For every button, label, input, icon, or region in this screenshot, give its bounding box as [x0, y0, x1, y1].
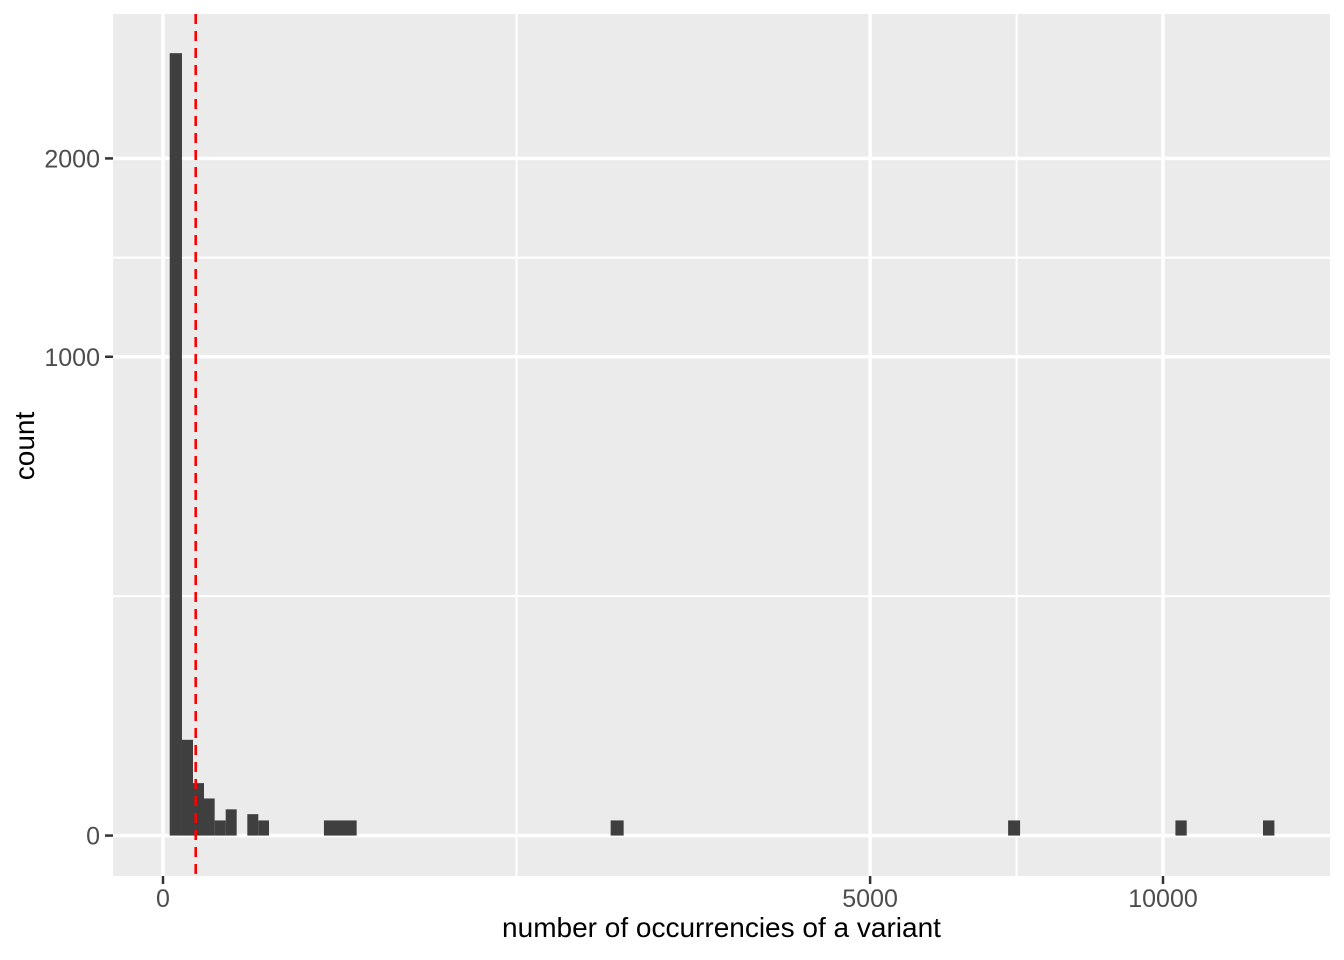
histogram-bar: [247, 814, 259, 836]
histogram-bar: [169, 53, 182, 836]
histogram-bar: [610, 820, 624, 836]
y-axis-title: count: [9, 411, 40, 481]
histogram-bar: [225, 809, 237, 836]
histogram-bar: [193, 783, 204, 836]
histogram-bar: [1175, 820, 1187, 836]
histogram-bar: [1263, 820, 1275, 836]
x-tick-label: 0: [156, 885, 170, 913]
histogram-bar: [214, 820, 226, 836]
plot-panel: [113, 14, 1330, 876]
y-tick-label: 1000: [44, 344, 100, 372]
x-axis-title: number of occurrencies of a variant: [502, 912, 941, 943]
histogram-bar: [1008, 820, 1021, 836]
histogram-bar: [203, 798, 215, 836]
y-tick-label: 2000: [44, 145, 100, 173]
y-tick-label: 0: [86, 823, 100, 851]
x-tick-label: 5000: [842, 885, 898, 913]
histogram-bar: [323, 820, 357, 836]
histogram-bar: [258, 820, 270, 836]
histogram-bar: [181, 739, 193, 836]
x-tick-label: 10000: [1128, 885, 1198, 913]
